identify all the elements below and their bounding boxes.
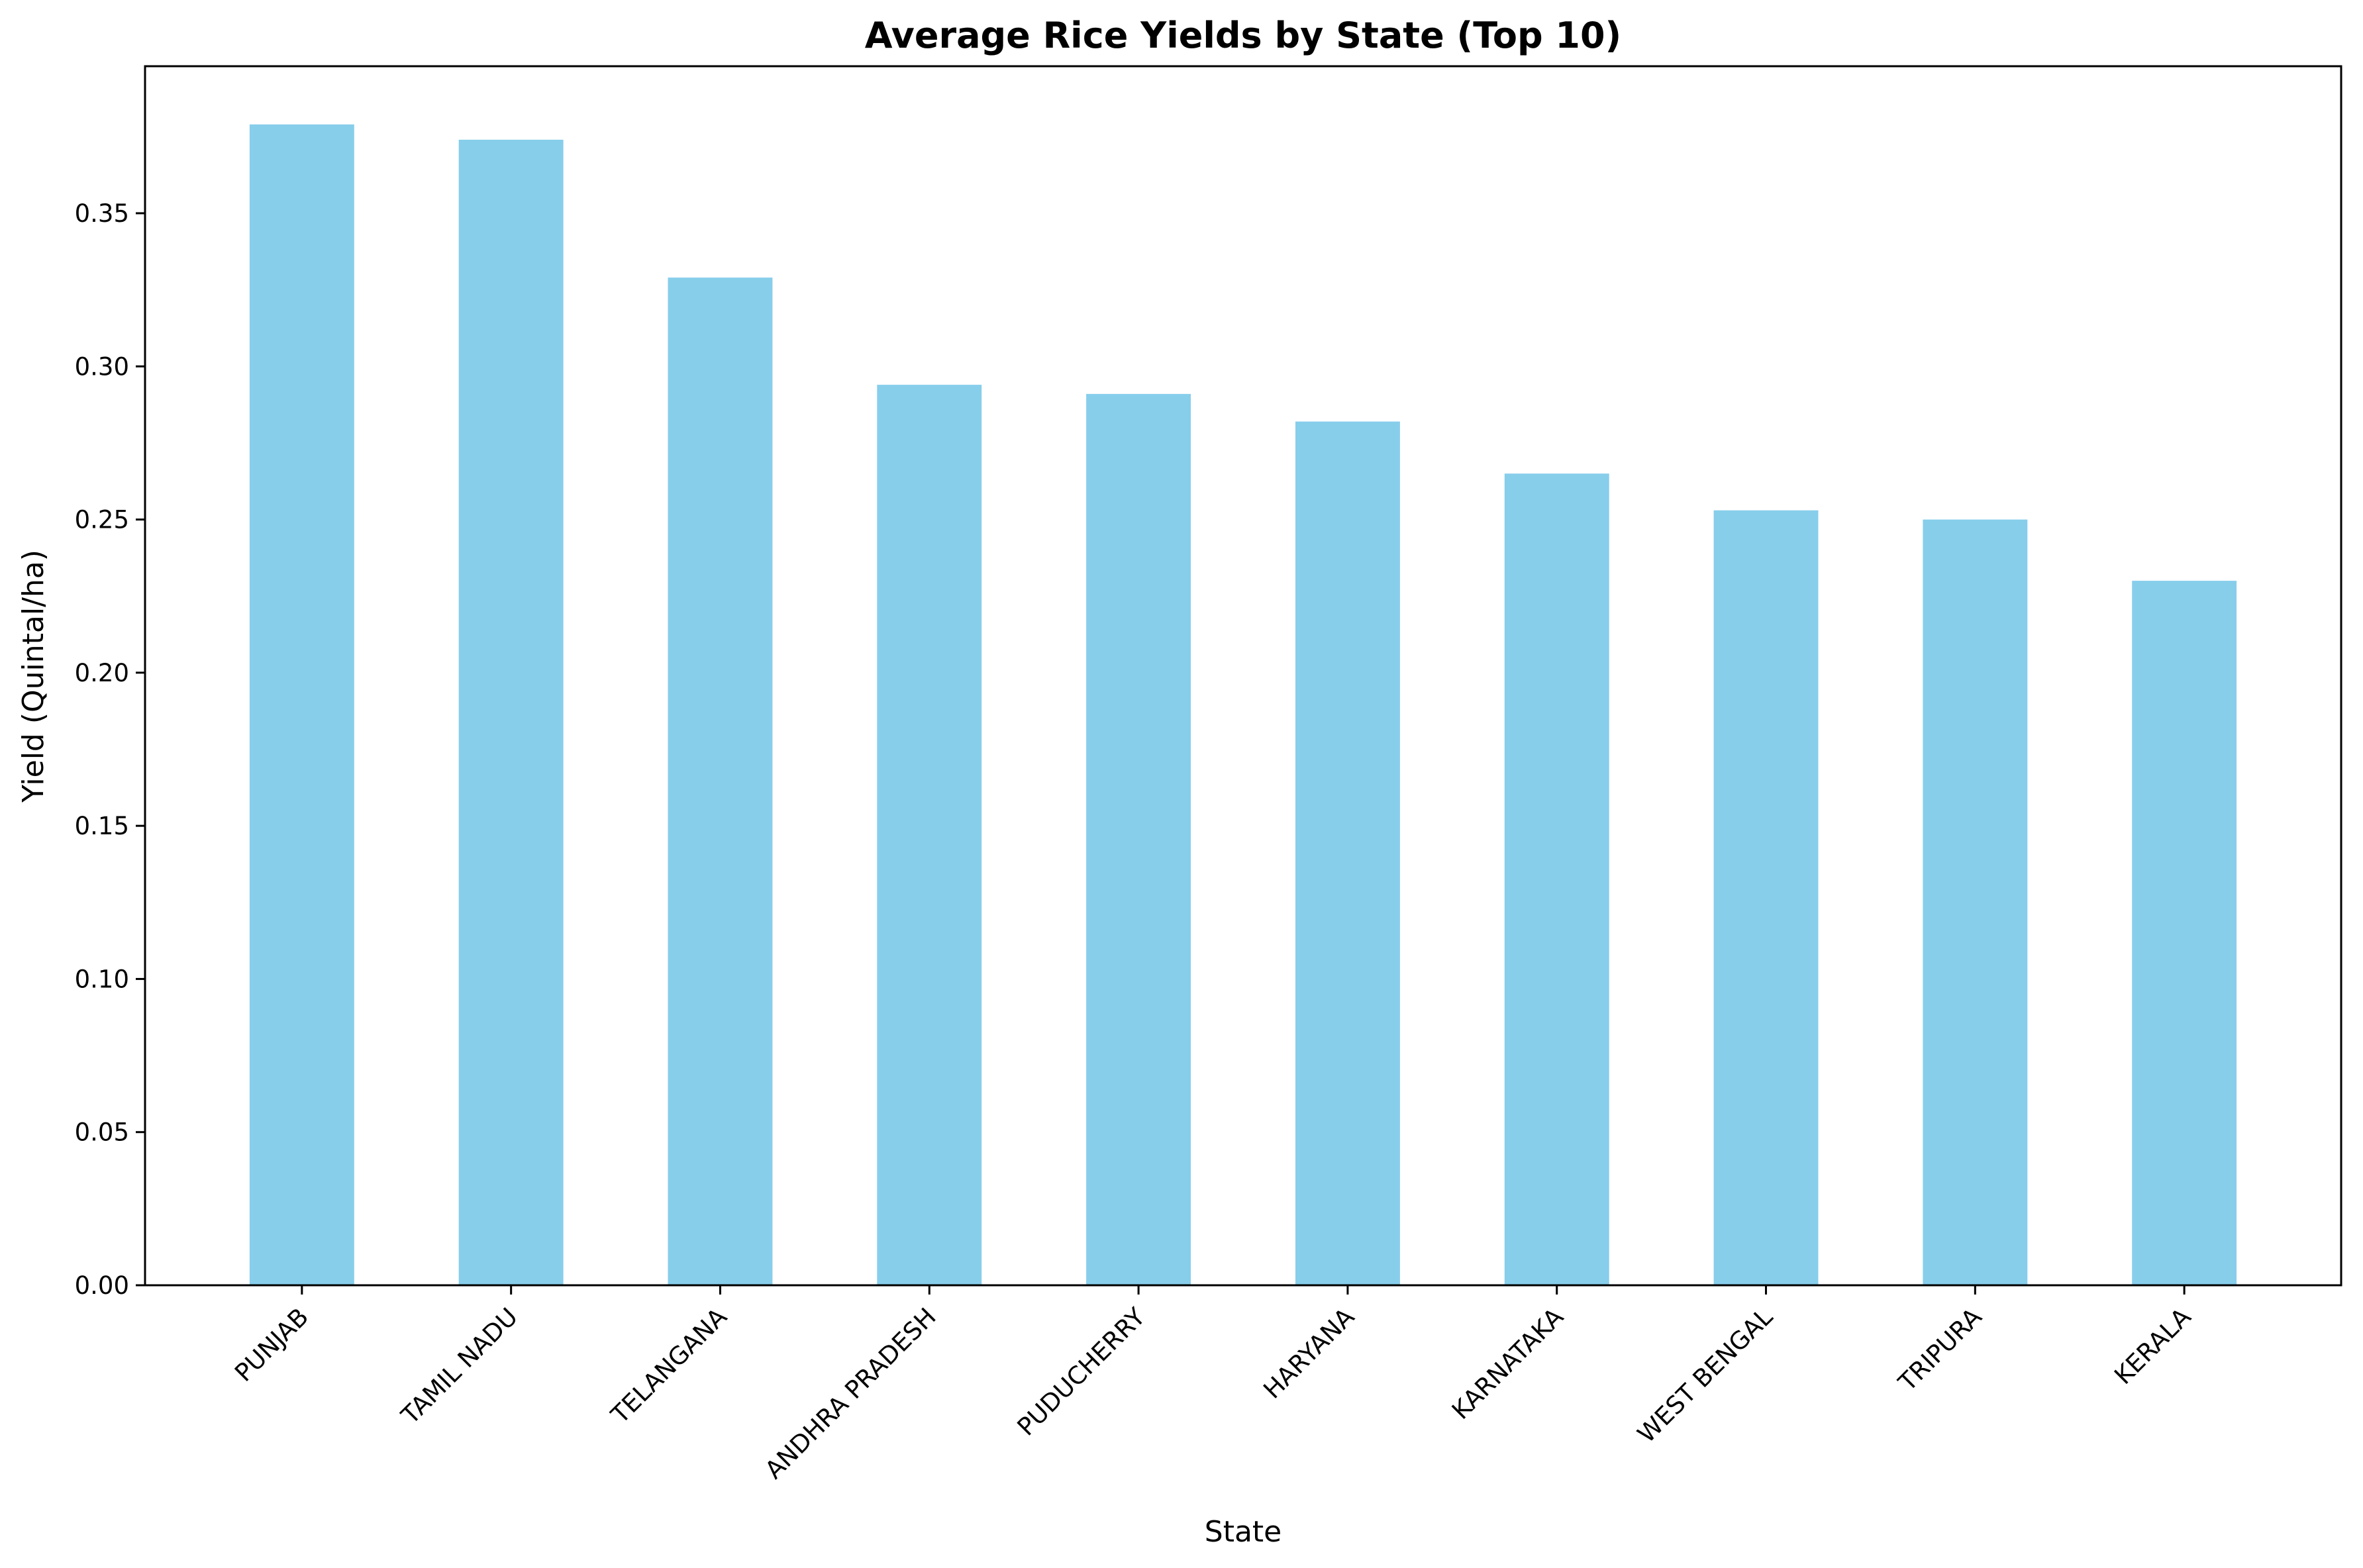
y-axis: 0.00 0.05 0.10 0.15 0.20 0.25 0.30 0.35	[75, 199, 145, 1300]
x-tick-label: PUDUCHERRY	[1012, 1302, 1151, 1442]
bars	[249, 124, 2237, 1286]
y-tick-label: 0.00	[75, 1271, 129, 1300]
y-tick-label: 0.05	[75, 1118, 129, 1147]
y-tick-label: 0.35	[75, 199, 129, 228]
x-tick-label: TAMIL NADU	[395, 1302, 523, 1430]
x-tick-label: HARYANA	[1258, 1302, 1360, 1404]
bar-punjab	[249, 124, 354, 1285]
x-tick-label: KERALA	[2109, 1302, 2196, 1390]
bar-kerala	[2132, 581, 2237, 1285]
x-tick-label: WEST BENGAL	[1632, 1302, 1778, 1449]
y-tick-label: 0.20	[75, 659, 129, 687]
y-tick-label: 0.25	[75, 506, 129, 534]
x-tick-label: KARNATAKA	[1446, 1302, 1569, 1425]
bar-haryana	[1295, 421, 1400, 1285]
chart-title: Average Rice Yields by State (Top 10)	[865, 15, 1621, 56]
y-tick-label: 0.30	[75, 352, 129, 381]
plot-frame	[144, 65, 2342, 1287]
y-tick-label: 0.10	[75, 965, 129, 993]
x-tick-label: TELANGANA	[605, 1302, 732, 1430]
x-tick-label: ANDHRA PRADESH	[760, 1302, 942, 1485]
bar-west-bengal	[1713, 510, 1819, 1286]
x-tick-label: TRIPURA	[1893, 1302, 1987, 1397]
bar-andhra-pradesh	[877, 385, 982, 1285]
bar-puducherry	[1086, 393, 1191, 1285]
x-axis: PUNJAB TAMIL NADU TELANGANA ANDHRA PRADESH P…	[229, 1285, 2197, 1485]
y-tick-label: 0.15	[75, 812, 129, 840]
bar-tamil-nadu	[458, 140, 564, 1285]
bar-telangana	[668, 277, 773, 1286]
x-tick-label: PUNJAB	[229, 1302, 314, 1387]
bar-tripura	[1923, 519, 2028, 1285]
bar-karnataka	[1504, 473, 1609, 1286]
y-axis-label: Yield (Quintal/ha)	[17, 550, 50, 803]
x-axis-label: State	[1205, 1515, 1282, 1549]
